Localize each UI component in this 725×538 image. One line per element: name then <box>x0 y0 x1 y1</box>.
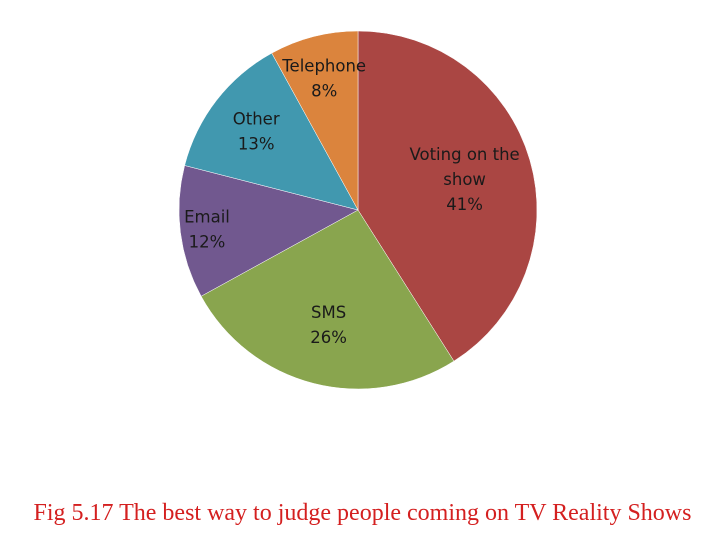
slice-label: Telephone 8% <box>281 57 366 101</box>
pie-slice <box>184 52 359 211</box>
pie-slice <box>178 165 359 297</box>
pie-slice <box>357 30 538 362</box>
pie-chart: Voting on the show 41% SMS 26% Email 12% Other 1… <box>178 30 538 390</box>
figure-caption: Fig 5.17 The best way to judge people co… <box>33 500 692 526</box>
slice-label: Voting on the show 41% <box>409 145 519 214</box>
slice-label: SMS 26% <box>310 303 347 347</box>
pie-slice <box>271 30 359 211</box>
pie-slice <box>200 209 455 390</box>
slice-label: Email 12% <box>184 208 230 252</box>
slice-label: Other 13% <box>233 110 280 154</box>
